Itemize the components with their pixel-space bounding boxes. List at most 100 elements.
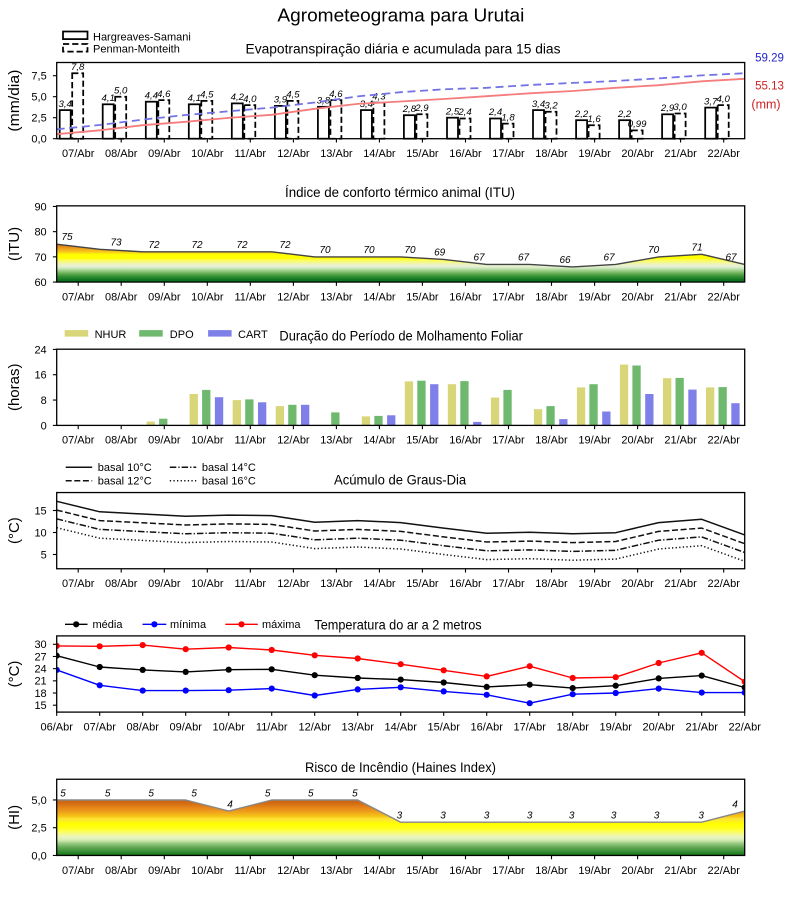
svg-text:12/Abr: 12/Abr xyxy=(277,435,310,447)
svg-text:21: 21 xyxy=(34,676,46,688)
svg-text:CART: CART xyxy=(238,329,268,341)
svg-text:18/Abr: 18/Abr xyxy=(535,148,568,160)
svg-text:3,7: 3,7 xyxy=(704,96,718,107)
svg-text:66: 66 xyxy=(559,255,571,266)
svg-text:Evapotranspiração diária e acu: Evapotranspiração diária e acumulada par… xyxy=(246,42,561,57)
svg-text:16/Abr: 16/Abr xyxy=(449,148,482,160)
svg-text:60: 60 xyxy=(34,277,46,289)
svg-text:1,6: 1,6 xyxy=(587,114,601,125)
svg-text:Hargreaves-Samani: Hargreaves-Samani xyxy=(93,32,191,44)
svg-text:3: 3 xyxy=(654,811,660,822)
svg-text:3: 3 xyxy=(440,811,446,822)
svg-text:5,0: 5,0 xyxy=(31,795,46,807)
svg-text:15/Abr: 15/Abr xyxy=(406,148,439,160)
svg-text:0,0: 0,0 xyxy=(31,134,46,146)
svg-text:15: 15 xyxy=(34,505,46,517)
svg-text:basal 12°C: basal 12°C xyxy=(98,475,152,487)
svg-text:4,2: 4,2 xyxy=(231,92,245,103)
svg-text:20/Abr: 20/Abr xyxy=(642,721,675,733)
svg-text:59.29: 59.29 xyxy=(755,53,784,65)
svg-text:17/Abr: 17/Abr xyxy=(492,291,525,303)
svg-text:13/Abr: 13/Abr xyxy=(320,865,353,877)
svg-text:4,1: 4,1 xyxy=(188,93,201,104)
svg-text:10/Abr: 10/Abr xyxy=(191,865,224,877)
svg-text:2,4: 2,4 xyxy=(488,107,502,118)
svg-text:13/Abr: 13/Abr xyxy=(320,291,353,303)
svg-text:21/Abr: 21/Abr xyxy=(664,291,697,303)
svg-text:73: 73 xyxy=(110,237,122,248)
svg-text:22/Abr: 22/Abr xyxy=(707,291,740,303)
svg-text:5: 5 xyxy=(41,549,47,561)
svg-text:09/Abr: 09/Abr xyxy=(148,148,181,160)
svg-text:17/Abr: 17/Abr xyxy=(492,148,525,160)
svg-text:(HI): (HI) xyxy=(6,805,23,830)
svg-text:22/Abr: 22/Abr xyxy=(728,721,761,733)
svg-text:07/Abr: 07/Abr xyxy=(62,148,95,160)
svg-text:10/Abr: 10/Abr xyxy=(191,435,224,447)
svg-text:5: 5 xyxy=(352,789,358,800)
svg-text:18/Abr: 18/Abr xyxy=(556,721,589,733)
svg-text:3,2: 3,2 xyxy=(544,101,558,112)
svg-text:4: 4 xyxy=(732,800,738,811)
svg-text:0: 0 xyxy=(41,420,47,432)
svg-text:14/Abr: 14/Abr xyxy=(363,148,396,160)
svg-text:20/Abr: 20/Abr xyxy=(621,578,654,590)
svg-text:3,0: 3,0 xyxy=(673,102,687,113)
svg-text:Temperatura do ar a 2 metros: Temperatura do ar a 2 metros xyxy=(314,617,482,632)
svg-text:17/Abr: 17/Abr xyxy=(492,865,525,877)
svg-text:17/Abr: 17/Abr xyxy=(492,578,525,590)
svg-text:3,9: 3,9 xyxy=(274,95,288,106)
svg-text:07/Abr: 07/Abr xyxy=(62,291,95,303)
svg-text:24: 24 xyxy=(34,344,46,356)
svg-text:11/Abr: 11/Abr xyxy=(235,865,267,877)
svg-text:10/Abr: 10/Abr xyxy=(212,721,245,733)
svg-text:20/Abr: 20/Abr xyxy=(621,865,654,877)
svg-text:24: 24 xyxy=(34,664,46,676)
svg-text:06/Abr: 06/Abr xyxy=(40,721,73,733)
svg-text:8: 8 xyxy=(41,395,47,407)
svg-text:08/Abr: 08/Abr xyxy=(105,148,138,160)
svg-text:19/Abr: 19/Abr xyxy=(578,291,611,303)
svg-text:3: 3 xyxy=(484,811,490,822)
svg-text:16/Abr: 16/Abr xyxy=(449,291,482,303)
svg-text:67: 67 xyxy=(473,252,485,263)
svg-text:basal 16°C: basal 16°C xyxy=(202,475,256,487)
svg-text:4,4: 4,4 xyxy=(145,90,158,101)
svg-text:2,9: 2,9 xyxy=(660,103,675,114)
svg-text:2,9: 2,9 xyxy=(414,103,429,114)
svg-text:07/Abr: 07/Abr xyxy=(83,721,116,733)
svg-text:4,3: 4,3 xyxy=(372,91,386,102)
svg-text:0,0: 0,0 xyxy=(31,850,46,862)
svg-text:16/Abr: 16/Abr xyxy=(449,578,482,590)
svg-text:4: 4 xyxy=(227,800,233,811)
svg-text:5,0: 5,0 xyxy=(31,92,46,104)
svg-text:3,4: 3,4 xyxy=(532,99,545,110)
svg-text:Índice de conforto térmico ani: Índice de conforto térmico animal (ITU) xyxy=(285,185,515,200)
svg-text:5: 5 xyxy=(191,789,197,800)
svg-text:7,5: 7,5 xyxy=(31,71,46,83)
svg-text:2,8: 2,8 xyxy=(402,104,417,115)
svg-text:5: 5 xyxy=(105,789,111,800)
svg-text:3: 3 xyxy=(527,811,533,822)
svg-text:80: 80 xyxy=(34,227,46,239)
svg-text:4,0: 4,0 xyxy=(243,94,257,105)
svg-text:12/Abr: 12/Abr xyxy=(277,865,310,877)
svg-text:19/Abr: 19/Abr xyxy=(578,578,611,590)
svg-text:20/Abr: 20/Abr xyxy=(621,435,654,447)
svg-text:09/Abr: 09/Abr xyxy=(148,435,181,447)
svg-text:22/Abr: 22/Abr xyxy=(707,435,740,447)
svg-text:16/Abr: 16/Abr xyxy=(470,721,503,733)
svg-text:2,2: 2,2 xyxy=(574,109,589,120)
svg-text:67: 67 xyxy=(725,252,737,263)
svg-text:5: 5 xyxy=(265,789,271,800)
svg-text:4,0: 4,0 xyxy=(717,94,731,105)
svg-text:12/Abr: 12/Abr xyxy=(298,721,331,733)
svg-text:NHUR: NHUR xyxy=(95,329,127,341)
svg-text:17/Abr: 17/Abr xyxy=(513,721,546,733)
svg-text:(horas): (horas) xyxy=(6,364,23,412)
svg-text:22/Abr: 22/Abr xyxy=(707,578,740,590)
svg-text:Agrometeograma para Urutai: Agrometeograma para Urutai xyxy=(277,6,524,26)
svg-text:16: 16 xyxy=(34,370,46,382)
svg-text:11/Abr: 11/Abr xyxy=(235,435,267,447)
svg-text:21/Abr: 21/Abr xyxy=(664,865,697,877)
